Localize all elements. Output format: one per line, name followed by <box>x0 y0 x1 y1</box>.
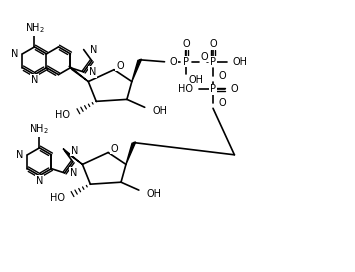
Text: HO: HO <box>178 85 193 94</box>
Polygon shape <box>132 59 142 82</box>
Text: HO: HO <box>55 110 71 120</box>
Polygon shape <box>126 142 136 164</box>
Text: N: N <box>31 75 38 85</box>
Text: N: N <box>71 146 78 156</box>
Text: O: O <box>231 85 239 94</box>
Text: O: O <box>209 39 217 49</box>
Text: N: N <box>70 168 77 178</box>
Text: N: N <box>89 67 96 77</box>
Text: OH: OH <box>153 106 168 116</box>
Text: O: O <box>219 71 226 81</box>
Text: NH$_2$: NH$_2$ <box>24 21 44 35</box>
Text: O: O <box>110 144 118 154</box>
Text: O: O <box>169 57 177 67</box>
Text: O: O <box>116 61 124 71</box>
Text: N: N <box>36 175 43 186</box>
Text: OH: OH <box>188 75 203 85</box>
Polygon shape <box>63 149 82 164</box>
Text: P: P <box>210 57 216 67</box>
Text: P: P <box>183 57 189 67</box>
Text: N: N <box>16 150 23 160</box>
Text: O: O <box>182 39 190 49</box>
Text: P: P <box>210 85 216 94</box>
Text: HO: HO <box>50 193 65 203</box>
Text: O: O <box>219 98 226 108</box>
Text: OH: OH <box>147 189 162 199</box>
Text: N: N <box>89 45 97 55</box>
Text: OH: OH <box>233 57 248 67</box>
Text: O: O <box>200 52 208 62</box>
Text: NH$_2$: NH$_2$ <box>29 122 49 136</box>
Polygon shape <box>69 66 88 82</box>
Text: N: N <box>11 49 18 59</box>
